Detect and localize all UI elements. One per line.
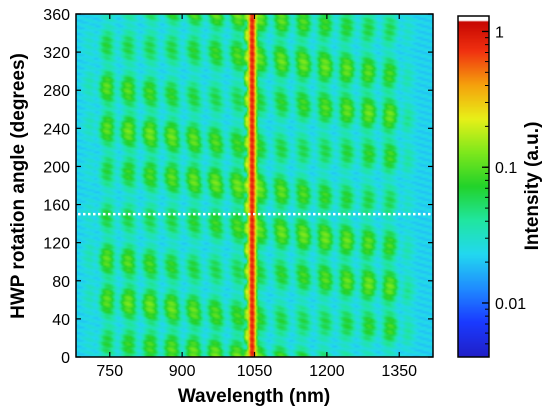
x-tick-label: 1350	[381, 363, 417, 380]
y-axis-title: HWP rotation angle (degrees)	[8, 53, 29, 319]
x-tick-label: 750	[96, 363, 123, 380]
colorbar-title: Intensity (a.u.)	[522, 122, 543, 251]
colorbar-tick-label: 0.1	[495, 160, 517, 177]
y-axis: 0 40 80 120 160 200 240 280 320 360	[43, 7, 433, 367]
x-tick-label: 1200	[309, 363, 345, 380]
y-tick-label: 240	[43, 121, 70, 138]
y-tick-label: 320	[43, 45, 70, 62]
y-tick-label: 40	[52, 312, 70, 329]
x-axis-title: Wavelength (nm)	[178, 386, 330, 407]
colorbar-frame	[457, 15, 490, 358]
colorbar-image	[458, 16, 489, 357]
x-tick-label: 900	[169, 363, 196, 380]
y-tick-label: 280	[43, 83, 70, 100]
colorbar-ticks: 1 0.1 0.01	[482, 24, 526, 358]
colorbar-tick-label: 1	[495, 24, 504, 41]
colorbar-tick-label: 0.01	[495, 296, 526, 313]
y-tick-label: 360	[43, 7, 70, 24]
y-tick-label: 200	[43, 159, 70, 176]
heatmap-image	[76, 14, 433, 357]
x-axis: 750 900 1050 1200 1350	[96, 14, 417, 380]
y-tick-label: 0	[61, 350, 70, 367]
y-tick-label: 80	[52, 274, 70, 291]
y-tick-label: 160	[43, 198, 70, 215]
y-tick-label: 120	[43, 236, 70, 253]
x-tick-label: 1050	[237, 363, 273, 380]
